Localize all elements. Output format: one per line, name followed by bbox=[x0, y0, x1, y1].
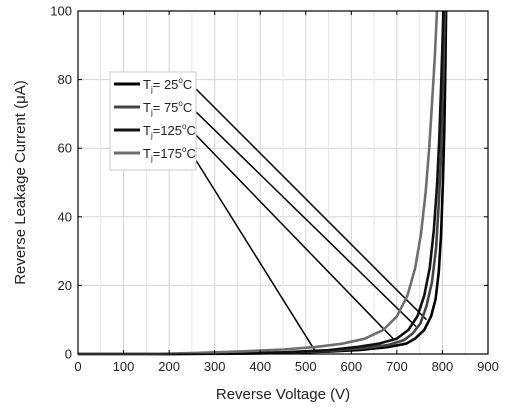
series-group bbox=[78, 10, 448, 356]
y-tick-label: 100 bbox=[50, 4, 72, 19]
y-tick-label: 80 bbox=[58, 72, 72, 87]
axis-ticks bbox=[77, 10, 489, 355]
legend-label: Tj=125oC bbox=[143, 122, 196, 140]
legend: Tj= 25oC Tj= 75oC Tj=125oC Tj=175oC bbox=[109, 71, 197, 171]
legend-pointer bbox=[191, 130, 396, 341]
y-axis-title: Reverse Leakage Current (μA) bbox=[12, 80, 29, 285]
legend-pointer bbox=[191, 107, 417, 328]
y-tick-label: 60 bbox=[58, 141, 72, 156]
x-tick-label: 300 bbox=[204, 359, 226, 374]
series-line bbox=[78, 10, 439, 356]
x-tick-label: 100 bbox=[113, 359, 135, 374]
legend-pointer bbox=[191, 153, 316, 351]
y-tick-label: 20 bbox=[58, 278, 72, 293]
legend-pointer-lines bbox=[191, 84, 428, 351]
x-tick-label: 400 bbox=[249, 359, 271, 374]
y-tick-label: 0 bbox=[65, 347, 72, 362]
y-tick-label: 40 bbox=[58, 209, 72, 224]
x-tick-label: 700 bbox=[386, 359, 408, 374]
x-tick-label: 200 bbox=[158, 359, 180, 374]
x-tick-label: 900 bbox=[477, 359, 499, 374]
legend-label: Tj= 75oC bbox=[143, 99, 192, 117]
x-tick-label: 0 bbox=[74, 359, 81, 374]
legend-label: Tj=175oC bbox=[143, 145, 196, 163]
x-tick-label: 600 bbox=[340, 359, 362, 374]
x-axis-title: Reverse Voltage (V) bbox=[216, 386, 350, 403]
plot-frame bbox=[77, 10, 489, 355]
x-tick-label: 800 bbox=[432, 359, 454, 374]
legend-label: Tj= 25oC bbox=[143, 76, 192, 94]
tick-labels: 0 100 200 300 400 500 600 700 800 900 0 20 40 60 80 100 bbox=[50, 4, 499, 375]
series-line bbox=[78, 10, 445, 356]
legend-pointer bbox=[191, 84, 428, 321]
x-tick-label: 500 bbox=[295, 359, 317, 374]
